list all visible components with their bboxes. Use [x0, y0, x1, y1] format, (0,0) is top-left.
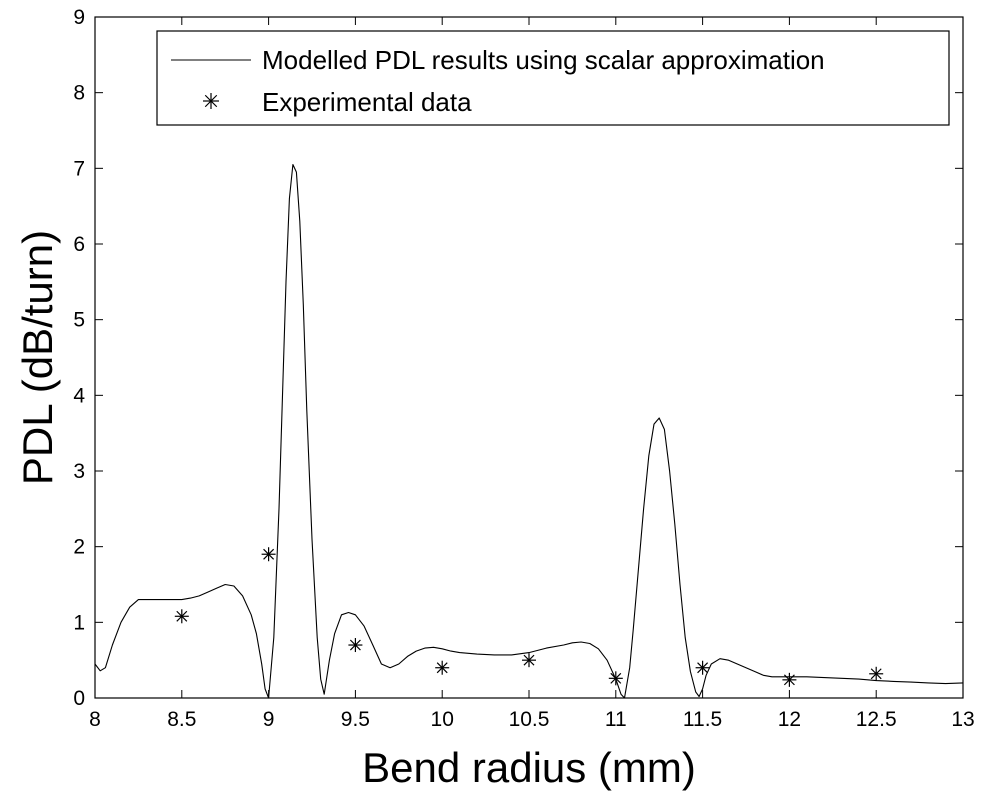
y-tick-label: 1	[73, 611, 85, 634]
x-tick-label: 11	[605, 708, 627, 731]
y-tick-label: 2	[73, 536, 85, 559]
axes-box	[94, 16, 964, 699]
x-tick-label: 8	[89, 708, 101, 731]
x-tick-label: 12	[778, 708, 801, 731]
x-tick-label: 8.5	[167, 708, 196, 731]
experimental-data-point	[522, 653, 536, 668]
modelled-pdl-line	[94, 163, 964, 699]
x-tick-label: 11.5	[683, 708, 722, 731]
y-tick-label: 4	[73, 384, 85, 407]
experimental-data-point	[869, 666, 884, 681]
x-tick-label: 10	[431, 708, 454, 731]
x-tick-label: 9	[263, 708, 275, 731]
axis-ticks	[94, 16, 964, 699]
experimental-data-point	[608, 671, 623, 686]
x-tick-label: 13	[951, 708, 974, 731]
y-tick-label: 8	[73, 82, 85, 105]
experimental-data-point	[174, 609, 189, 624]
y-tick-label: 7	[73, 157, 85, 180]
experimental-data-point	[261, 547, 276, 562]
x-tick-label: 9.5	[341, 708, 370, 731]
x-tick-label: 10.5	[509, 708, 550, 731]
x-tick-label: 12.5	[856, 708, 897, 731]
legend-box	[156, 30, 950, 126]
legend-label-experimental: Experimental data	[262, 87, 472, 117]
y-tick-label: 5	[73, 309, 85, 332]
legend-star-marker	[203, 93, 219, 109]
y-tick-label: 6	[73, 233, 85, 256]
x-axis-title: Bend radius (mm)	[362, 744, 696, 791]
y-tick-label: 3	[73, 460, 85, 483]
legend-marker-sample	[203, 93, 219, 109]
experimental-data-point	[695, 660, 710, 675]
legend-label-modelled: Modelled PDL results using scalar approx…	[262, 45, 825, 75]
y-tick-label: 9	[73, 6, 85, 29]
y-axis-title: PDL (dB/turn)	[14, 230, 61, 485]
experimental-data-point	[435, 660, 450, 675]
experimental-data-point	[782, 672, 797, 687]
experimental-data-point	[348, 638, 363, 653]
legend: Modelled PDL results using scalar approx…	[156, 30, 950, 126]
y-tick-label: 0	[73, 687, 85, 710]
series-layer	[94, 163, 964, 699]
